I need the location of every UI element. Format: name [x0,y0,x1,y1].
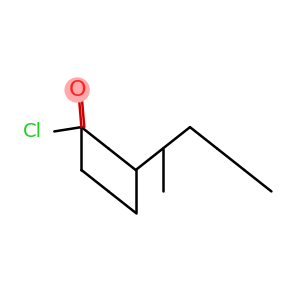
Circle shape [65,78,89,102]
Text: O: O [68,80,86,100]
Text: Cl: Cl [23,122,42,141]
